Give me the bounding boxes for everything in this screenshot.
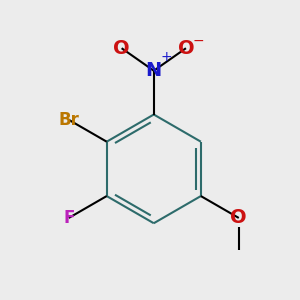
Text: Br: Br: [58, 111, 79, 129]
Text: +: +: [160, 50, 172, 64]
Text: −: −: [193, 34, 205, 48]
Text: N: N: [146, 61, 162, 80]
Text: F: F: [63, 209, 74, 227]
Text: O: O: [178, 39, 194, 58]
Text: O: O: [230, 208, 247, 227]
Text: O: O: [113, 39, 130, 58]
